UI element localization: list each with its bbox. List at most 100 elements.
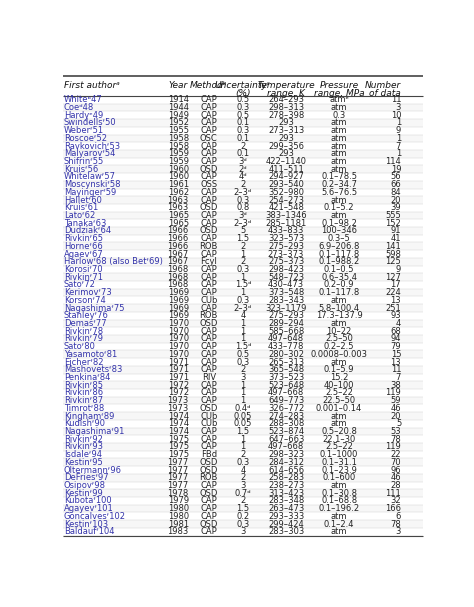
Text: 2: 2 — [240, 180, 246, 189]
Text: 1963: 1963 — [168, 195, 189, 205]
Text: 1970: 1970 — [168, 350, 189, 359]
Text: 497–668: 497–668 — [268, 443, 304, 452]
Text: 2: 2 — [240, 497, 246, 506]
Text: 100–346: 100–346 — [321, 226, 357, 236]
Text: 1974: 1974 — [168, 427, 189, 436]
Text: 1973: 1973 — [168, 396, 189, 405]
Text: Timrotᶠ88: Timrotᶠ88 — [64, 404, 104, 413]
Text: 39: 39 — [391, 203, 401, 212]
Text: 68: 68 — [391, 327, 401, 336]
Text: OSD: OSD — [200, 458, 218, 467]
Text: Baldaufᶠ104: Baldaufᶠ104 — [64, 527, 114, 536]
Text: CAP: CAP — [201, 381, 217, 390]
Text: 0.3: 0.3 — [237, 458, 249, 467]
Text: 273–373: 273–373 — [268, 249, 304, 259]
Bar — [63, 458, 423, 466]
Text: 1969: 1969 — [168, 304, 189, 313]
Text: Swindellsᶠ50: Swindellsᶠ50 — [64, 118, 117, 127]
Text: CAP: CAP — [201, 396, 217, 405]
Bar — [63, 505, 423, 512]
Text: 46: 46 — [391, 473, 401, 482]
Text: 0.1: 0.1 — [237, 149, 249, 158]
Text: Temperature: Temperature — [257, 81, 315, 90]
Bar — [63, 374, 423, 381]
Text: 497–648: 497–648 — [268, 334, 304, 344]
Text: atm: atm — [331, 412, 347, 421]
Text: 1977: 1977 — [168, 481, 189, 490]
Text: 0.3: 0.3 — [237, 195, 249, 205]
Text: 1: 1 — [240, 288, 246, 297]
Text: Malyarovᶠ54: Malyarovᶠ54 — [64, 149, 115, 158]
Text: 9: 9 — [396, 265, 401, 274]
Text: Whitelawᶠ57: Whitelawᶠ57 — [64, 172, 116, 181]
Text: 0.1–0.5: 0.1–0.5 — [324, 265, 355, 274]
Text: atm: atm — [331, 512, 347, 521]
Bar — [63, 427, 423, 435]
Text: 2.5–22: 2.5–22 — [325, 443, 353, 452]
Text: Tanakaᶠ63: Tanakaᶠ63 — [64, 219, 106, 228]
Bar — [63, 397, 423, 404]
Bar — [63, 335, 423, 343]
Text: 1965: 1965 — [168, 219, 189, 228]
Text: 299–356: 299–356 — [268, 141, 304, 151]
Bar — [63, 212, 423, 219]
Bar — [63, 451, 423, 458]
Text: 647–663: 647–663 — [268, 435, 304, 444]
Text: atm: atm — [331, 527, 347, 536]
Text: CAP: CAP — [201, 512, 217, 521]
Bar — [63, 258, 423, 266]
Text: 1: 1 — [240, 327, 246, 336]
Text: CAP: CAP — [201, 141, 217, 151]
Text: 1968: 1968 — [168, 280, 189, 290]
Text: 119: 119 — [385, 443, 401, 452]
Text: 323–1179: 323–1179 — [265, 304, 307, 313]
Text: 288–308: 288–308 — [268, 419, 304, 429]
Text: 91: 91 — [391, 226, 401, 236]
Text: atm: atm — [331, 149, 347, 158]
Text: 19: 19 — [391, 164, 401, 174]
Text: 114: 114 — [385, 157, 401, 166]
Text: 20: 20 — [391, 412, 401, 421]
Text: CAP: CAP — [201, 527, 217, 536]
Text: 10: 10 — [391, 110, 401, 120]
Text: Kinghamᶠ89: Kinghamᶠ89 — [64, 412, 114, 421]
Text: 15: 15 — [391, 350, 401, 359]
Text: 0.05: 0.05 — [234, 419, 252, 429]
Text: atm: atm — [331, 157, 347, 166]
Text: 1: 1 — [240, 249, 246, 259]
Text: CAP: CAP — [201, 211, 217, 220]
Text: Agayevᶠ101: Agayevᶠ101 — [64, 504, 114, 513]
Text: 93: 93 — [391, 311, 401, 320]
Text: 265–313: 265–313 — [268, 358, 304, 367]
Text: 15.2: 15.2 — [330, 373, 348, 382]
Text: ROB: ROB — [200, 242, 218, 251]
Text: Uncertaintyᶜ: Uncertaintyᶜ — [215, 81, 271, 90]
Text: CUb: CUb — [200, 419, 218, 429]
Bar — [63, 520, 423, 528]
Text: Kestinᶠ103: Kestinᶠ103 — [64, 520, 108, 529]
Text: 1960: 1960 — [168, 172, 189, 181]
Text: Rivkinᶠ93: Rivkinᶠ93 — [64, 443, 103, 452]
Text: 293: 293 — [278, 118, 294, 127]
Text: 0.05: 0.05 — [234, 412, 252, 421]
Text: 1974: 1974 — [168, 419, 189, 429]
Text: 1983: 1983 — [168, 527, 189, 536]
Text: 1: 1 — [240, 396, 246, 405]
Text: Shifrinᶠ55: Shifrinᶠ55 — [64, 157, 104, 166]
Text: 1970: 1970 — [168, 327, 189, 336]
Bar — [63, 528, 423, 535]
Text: 41: 41 — [391, 234, 401, 243]
Text: 433–778: 433–778 — [268, 342, 304, 351]
Bar — [63, 289, 423, 296]
Text: 293: 293 — [278, 134, 294, 143]
Bar — [63, 219, 423, 227]
Bar — [63, 443, 423, 451]
Bar — [63, 343, 423, 350]
Text: Rivkinᶠ79: Rivkinᶠ79 — [64, 334, 103, 344]
Text: CAP: CAP — [201, 481, 217, 490]
Text: Rivkinᶠ65: Rivkinᶠ65 — [64, 234, 103, 243]
Text: Mayingerᶠ59: Mayingerᶠ59 — [64, 188, 116, 197]
Text: Dudziakᶠ64: Dudziakᶠ64 — [64, 226, 111, 236]
Text: 1958: 1958 — [168, 141, 189, 151]
Bar — [63, 474, 423, 481]
